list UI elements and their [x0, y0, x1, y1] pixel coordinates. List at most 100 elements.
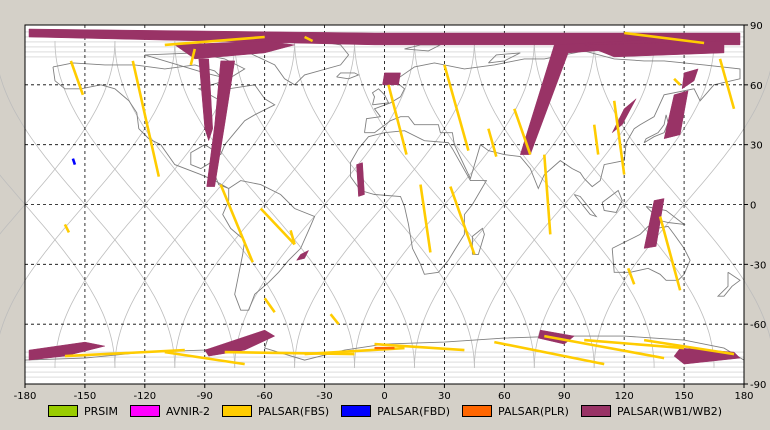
x-tick-label: -30 [316, 391, 332, 400]
y-tick-label: 0 [750, 201, 756, 212]
legend-item: AVNIR-2 [130, 405, 210, 418]
fbs-strip-china-2 [612, 100, 626, 175]
fbs-strip-canada-west [131, 60, 161, 177]
fbs-strip-atlantic [63, 223, 71, 233]
fbs-strip-japan [673, 77, 682, 86]
fbs-strip-arctic-2 [624, 31, 705, 45]
fbs-strip-s-america-4 [329, 313, 340, 326]
fbs-strip-australia [658, 216, 682, 291]
fbs-strip-alaska [69, 60, 85, 96]
fbs-strip-ant-8 [584, 338, 685, 350]
orbit-track [414, 41, 595, 369]
fbs-strip-africa-3 [513, 108, 532, 156]
fbs-strip-s-america-2 [259, 207, 296, 246]
x-tick-label: 120 [615, 391, 634, 400]
orbit-track [234, 40, 415, 369]
legend-label: PALSAR(WB1/WB2) [616, 404, 723, 418]
legend-item: PALSAR(FBS) [221, 404, 330, 418]
observation-strips [28, 28, 741, 366]
fbs-strip-ant-1 [64, 348, 185, 358]
legend-item: PALSAR(WB1/WB2) [580, 404, 723, 418]
fbs-strip-ant-6 [544, 334, 665, 360]
x-tick-label: -90 [197, 391, 213, 400]
wb-strip-siberia-arc [584, 40, 725, 58]
coastline-uk [371, 88, 390, 106]
y-tick-label: -60 [750, 320, 766, 331]
wb-strip-pacific-strip [681, 68, 699, 90]
legend-swatch [130, 405, 160, 417]
coastline-south-america [222, 180, 316, 311]
wb-strip-north-america-arc-upper [174, 40, 295, 60]
legend-swatch [462, 405, 493, 417]
y-tick-label: 90 [750, 21, 763, 32]
orbit-track [54, 41, 236, 369]
legend-item: PALSAR(FBD) [341, 405, 450, 418]
orbit-track [174, 40, 355, 368]
fbs-strip-s-america-3 [263, 297, 276, 313]
coastline-japan [643, 114, 669, 144]
legend-label: PRSIM [84, 404, 118, 418]
y-tick-label: -90 [750, 380, 766, 391]
fbs-strip-s-america-1 [219, 184, 254, 263]
wb-strip-north-america-arc-2 [198, 58, 213, 142]
legend: PRSIM AVNIR-2 PALSAR(FBS) PALSAR(FBD) PALSAR… [48, 402, 734, 420]
legend-label: PALSAR(FBD) [377, 404, 451, 418]
fbs-strip-ant-3 [224, 350, 355, 356]
wb-strip-antarctic-2 [204, 329, 276, 357]
coastline-iceland [336, 72, 360, 80]
x-tick-label: 0 [381, 391, 387, 400]
coastline-australia [611, 225, 691, 281]
orbit-track [294, 40, 475, 369]
wb-strip-new-guinea-strip [643, 198, 665, 249]
fbs-strip-ant-7 [374, 342, 465, 352]
fbs-strip-india [543, 154, 552, 235]
wb-strip-caribbean-patch [356, 162, 365, 197]
x-tick-label: 60 [498, 391, 511, 400]
orbit-track [0, 74, 176, 369]
fbs-strip-canada-north [189, 48, 197, 66]
x-tick-label: 90 [558, 391, 571, 400]
fbs-strip-ant-5 [494, 340, 605, 366]
orbit-track [593, 40, 770, 339]
fbs-strip-pacific [289, 230, 296, 245]
fbs-strip-indonesia [626, 267, 636, 285]
orbit-track [354, 40, 535, 369]
legend-swatch [48, 405, 78, 417]
orbit-track [114, 41, 295, 368]
y-tick-label: -30 [750, 260, 766, 271]
x-tick-label: -180 [14, 391, 37, 400]
fbs-strip-siberia [718, 58, 736, 110]
x-tick-label: 30 [438, 391, 451, 400]
legend-item: PALSAR(PLR) [462, 405, 569, 418]
fbd-strip-hawaii [71, 158, 77, 166]
legend-label: PALSAR(PLR) [498, 404, 569, 418]
fbs-strip-europe-2 [443, 64, 470, 151]
fbs-strip-ant-2 [164, 350, 245, 366]
fbs-strip-middle-east [487, 128, 498, 157]
orbit-tracks [0, 31, 770, 378]
y-tick-label: 30 [750, 141, 763, 152]
wb-strip-kamchatka-strip [663, 90, 689, 140]
legend-label: PALSAR(FBS) [257, 404, 330, 418]
fbs-strip-greenland [304, 35, 314, 43]
wb-strip-andes-patch [296, 249, 310, 261]
coastline-sumatra [573, 194, 598, 218]
x-tick-label: -120 [133, 391, 156, 400]
coastline-eurasia [364, 50, 741, 190]
fbs-strip-africa-1 [419, 184, 432, 253]
legend-swatch [580, 405, 611, 417]
coastline-madagascar [471, 227, 485, 255]
x-tick-label: 180 [734, 391, 753, 400]
legend-swatch [221, 405, 252, 417]
fbs-strip-ant-9 [643, 338, 735, 356]
coastline-borneo [601, 189, 623, 213]
orbit-track [474, 41, 655, 368]
x-tick-label: -60 [256, 391, 272, 400]
y-tick-label: 60 [750, 81, 763, 92]
coverage-map: -180 -150 -120 -90 -60 -30 0 30 60 90 120 150 180 90 6… [0, 21, 770, 400]
x-tick-label: -150 [74, 391, 97, 400]
x-tick-label: 150 [675, 391, 694, 400]
coastline-africa [350, 130, 488, 275]
fbs-strip-china-1 [592, 124, 600, 155]
legend-swatch [341, 405, 372, 417]
